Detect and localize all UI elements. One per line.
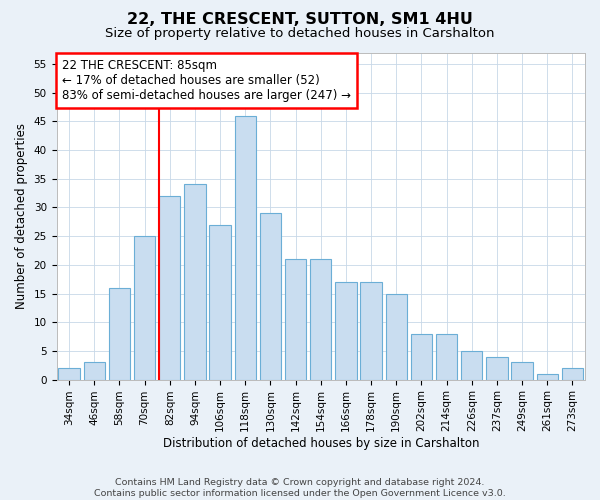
- Bar: [209, 224, 231, 380]
- Bar: [411, 334, 432, 380]
- Text: 22, THE CRESCENT, SUTTON, SM1 4HU: 22, THE CRESCENT, SUTTON, SM1 4HU: [127, 12, 473, 28]
- Bar: [486, 356, 508, 380]
- Text: Size of property relative to detached houses in Carshalton: Size of property relative to detached ho…: [105, 28, 495, 40]
- Text: Contains HM Land Registry data © Crown copyright and database right 2024.
Contai: Contains HM Land Registry data © Crown c…: [94, 478, 506, 498]
- Bar: [134, 236, 155, 380]
- Bar: [285, 259, 306, 380]
- Text: 22 THE CRESCENT: 85sqm
← 17% of detached houses are smaller (52)
83% of semi-det: 22 THE CRESCENT: 85sqm ← 17% of detached…: [62, 59, 351, 102]
- Bar: [260, 213, 281, 380]
- Y-axis label: Number of detached properties: Number of detached properties: [15, 123, 28, 309]
- Bar: [235, 116, 256, 380]
- Bar: [361, 282, 382, 380]
- Bar: [159, 196, 181, 380]
- Bar: [109, 288, 130, 380]
- Bar: [83, 362, 105, 380]
- Bar: [310, 259, 331, 380]
- Bar: [386, 294, 407, 380]
- Bar: [184, 184, 206, 380]
- Bar: [58, 368, 80, 380]
- Bar: [436, 334, 457, 380]
- Bar: [511, 362, 533, 380]
- Bar: [536, 374, 558, 380]
- Bar: [335, 282, 356, 380]
- Bar: [461, 351, 482, 380]
- X-axis label: Distribution of detached houses by size in Carshalton: Distribution of detached houses by size …: [163, 437, 479, 450]
- Bar: [562, 368, 583, 380]
